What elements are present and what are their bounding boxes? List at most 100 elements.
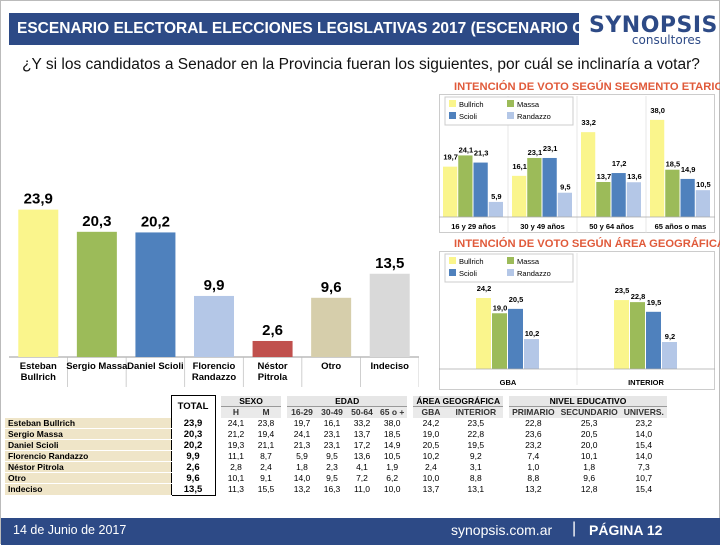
bar-esteban-bullrich xyxy=(18,209,59,357)
bar-scioli-interior xyxy=(646,311,661,369)
column-header: H xyxy=(221,406,251,418)
bar-sergio-massa xyxy=(76,231,117,357)
synopsis-logo: SYNOPSIS consultores xyxy=(589,13,718,53)
bar-daniel-scioli xyxy=(135,232,176,357)
geo-area-chart: 24,2 19,020,5 10,2 GBA 23,522,819,5 9,2 INTERI… xyxy=(439,251,715,390)
bar-label-massa-50-y-64-anos: 13,7 xyxy=(597,172,612,181)
row-name: Sergio Massa xyxy=(5,428,171,440)
table-cell: 15,4 xyxy=(635,484,653,495)
bar-florencio-randazzo xyxy=(194,295,234,357)
table-cell: 3,1 xyxy=(469,462,482,472)
table-row: Néstor Pitrola 2,6 2,8 2,4 1,8 2,3 4,1 1,9 2,4 3,… xyxy=(5,461,667,473)
table-cell: 11,3 xyxy=(228,484,244,495)
bar-label-bullrich-interior: 23,5 xyxy=(615,286,630,295)
table-cell: 19,5 xyxy=(467,440,485,450)
table-cell: 4,1 xyxy=(356,462,368,472)
table-cell: 19,3 xyxy=(227,440,245,450)
survey-question: ¿Y si los candidatos a Senador en la Pro… xyxy=(22,56,700,73)
category-label-esteban-bullrich: Esteban xyxy=(20,361,57,372)
table-cell: 13,2 xyxy=(293,484,311,495)
table-cell: 9,6 xyxy=(583,473,596,483)
bar-bullrich-16-y-29-anos xyxy=(443,166,458,217)
table-cell: 11,0 xyxy=(354,484,370,495)
bar-scioli-gba xyxy=(508,308,523,369)
table-cell: 2,4 xyxy=(260,462,272,472)
logo-wordmark: SYNOPSIS xyxy=(589,13,718,38)
bar-nestor-pitrola xyxy=(252,340,293,357)
column-header: SECUNDARIO xyxy=(557,406,621,418)
area-chart-title: INTENCIÓN DE VOTO SEGÚN ÁREA GEOGRÁFICA xyxy=(454,238,720,250)
bar-label-massa-16-y-29-anos: 24,1 xyxy=(459,145,474,154)
table-cell: 10,0 xyxy=(422,473,440,483)
table-cell: 6,2 xyxy=(386,473,399,483)
bar-label-indeciso: 13,5 xyxy=(375,255,404,272)
table-row: Otro 9,6 10,1 9,1 14,0 9,5 7,2 6,2 10,0 8,8 8,8 9,6… xyxy=(5,472,667,484)
table-cell: 9,5 xyxy=(326,473,338,483)
table-cell: 13,2 xyxy=(525,484,542,495)
table-cell: 18,5 xyxy=(383,429,401,439)
bar-randazzo-gba xyxy=(524,339,539,369)
legend-label-massa: Massa xyxy=(517,100,540,109)
table-cell: 7,4 xyxy=(527,451,540,461)
footer-page-number: PÁGINA 12 xyxy=(589,522,663,538)
legend-swatch-bullrich xyxy=(449,100,456,107)
legend-label-bullrich: Bullrich xyxy=(459,257,484,266)
slide-title: ESCENARIO ELECTORAL ELECCIONES LEGISLATI… xyxy=(9,13,589,45)
column-header: 16-29 xyxy=(287,406,317,418)
logo-tagline: consultores xyxy=(631,33,701,47)
bar-label-scioli-65-anos-o-mas: 14,9 xyxy=(681,165,696,174)
table-cell: 25,3 xyxy=(580,418,598,428)
row-name: Indeciso xyxy=(5,483,171,496)
category-label-nestor-pitrola: Néstor xyxy=(258,361,288,372)
category-label-indeciso: Indeciso xyxy=(370,361,409,372)
table-cell: 8,7 xyxy=(260,451,272,461)
bar-label-massa-65-anos-o-mas: 18,5 xyxy=(666,160,681,169)
column-header: UNIVERS. xyxy=(620,406,667,418)
bar-label-sergio-massa: 20,3 xyxy=(82,213,111,230)
bar-label-florencio-randazzo: 9,9 xyxy=(204,277,225,294)
table-cell: 15,5 xyxy=(257,484,275,495)
row-name: Otro xyxy=(5,472,171,484)
table-cell: 21,3 xyxy=(293,440,311,450)
category-label-florencio-randazzo: Randazzo xyxy=(192,372,237,383)
table-cell: 9,1 xyxy=(260,473,272,483)
row-name: Daniel Scioli xyxy=(5,439,171,451)
column-header: PRIMARIO xyxy=(509,406,558,418)
table-cell: 8,8 xyxy=(469,473,482,483)
group-label-30-y-49-anos: 30 y 49 años xyxy=(520,222,565,231)
table-cell: 23,2 xyxy=(635,418,653,428)
bar-label-bullrich-30-y-49-anos: 16,1 xyxy=(512,162,527,171)
table-cell: 20,5 xyxy=(422,440,440,450)
table-cell: 22,8 xyxy=(467,429,485,439)
category-label-sergio-massa: Sergio Massa xyxy=(66,361,128,372)
table-cell: 14,0 xyxy=(635,429,653,439)
table-cell: 1,0 xyxy=(527,462,540,472)
group-nivel: NIVEL EDUCATIVO xyxy=(509,395,667,407)
bar-massa-interior xyxy=(630,302,645,369)
table-cell: 2,3 xyxy=(326,462,338,472)
category-label-esteban-bullrich: Bullrich xyxy=(21,372,57,383)
bar-scioli-16-y-29-anos xyxy=(473,162,488,217)
table-cell: 13,6 xyxy=(353,451,371,461)
table-cell: 16,1 xyxy=(323,418,341,428)
row-total: 23,9 xyxy=(170,417,216,429)
table-cell: 7,2 xyxy=(356,473,368,483)
table-cell: 5,9 xyxy=(296,451,308,461)
legend-swatch-bullrich xyxy=(449,257,456,264)
category-label-otro: Otro xyxy=(321,361,341,372)
bar-label-randazzo-gba: 10,2 xyxy=(525,329,540,338)
bar-label-randazzo-50-y-64-anos: 13,6 xyxy=(627,172,642,181)
column-header: 65 o + xyxy=(377,406,408,418)
total-header: TOTAL xyxy=(170,395,216,418)
group-label-65-anos-o-mas: 65 años o mas xyxy=(655,222,707,231)
age-chart-title: INTENCIÓN DE VOTO SEGÚN SEGMENTO ETARIO xyxy=(454,81,720,93)
table-cell: 21,2 xyxy=(227,429,245,439)
bar-indeciso xyxy=(369,273,410,357)
table-cell: 7,3 xyxy=(637,462,650,472)
bar-randazzo-30-y-49-anos xyxy=(557,192,572,217)
bar-massa-50-y-64-anos xyxy=(596,181,611,217)
bar-scioli-50-y-64-anos xyxy=(611,173,626,217)
row-name: Florencio Randazzo xyxy=(5,450,171,462)
legend-swatch-massa xyxy=(507,100,514,107)
